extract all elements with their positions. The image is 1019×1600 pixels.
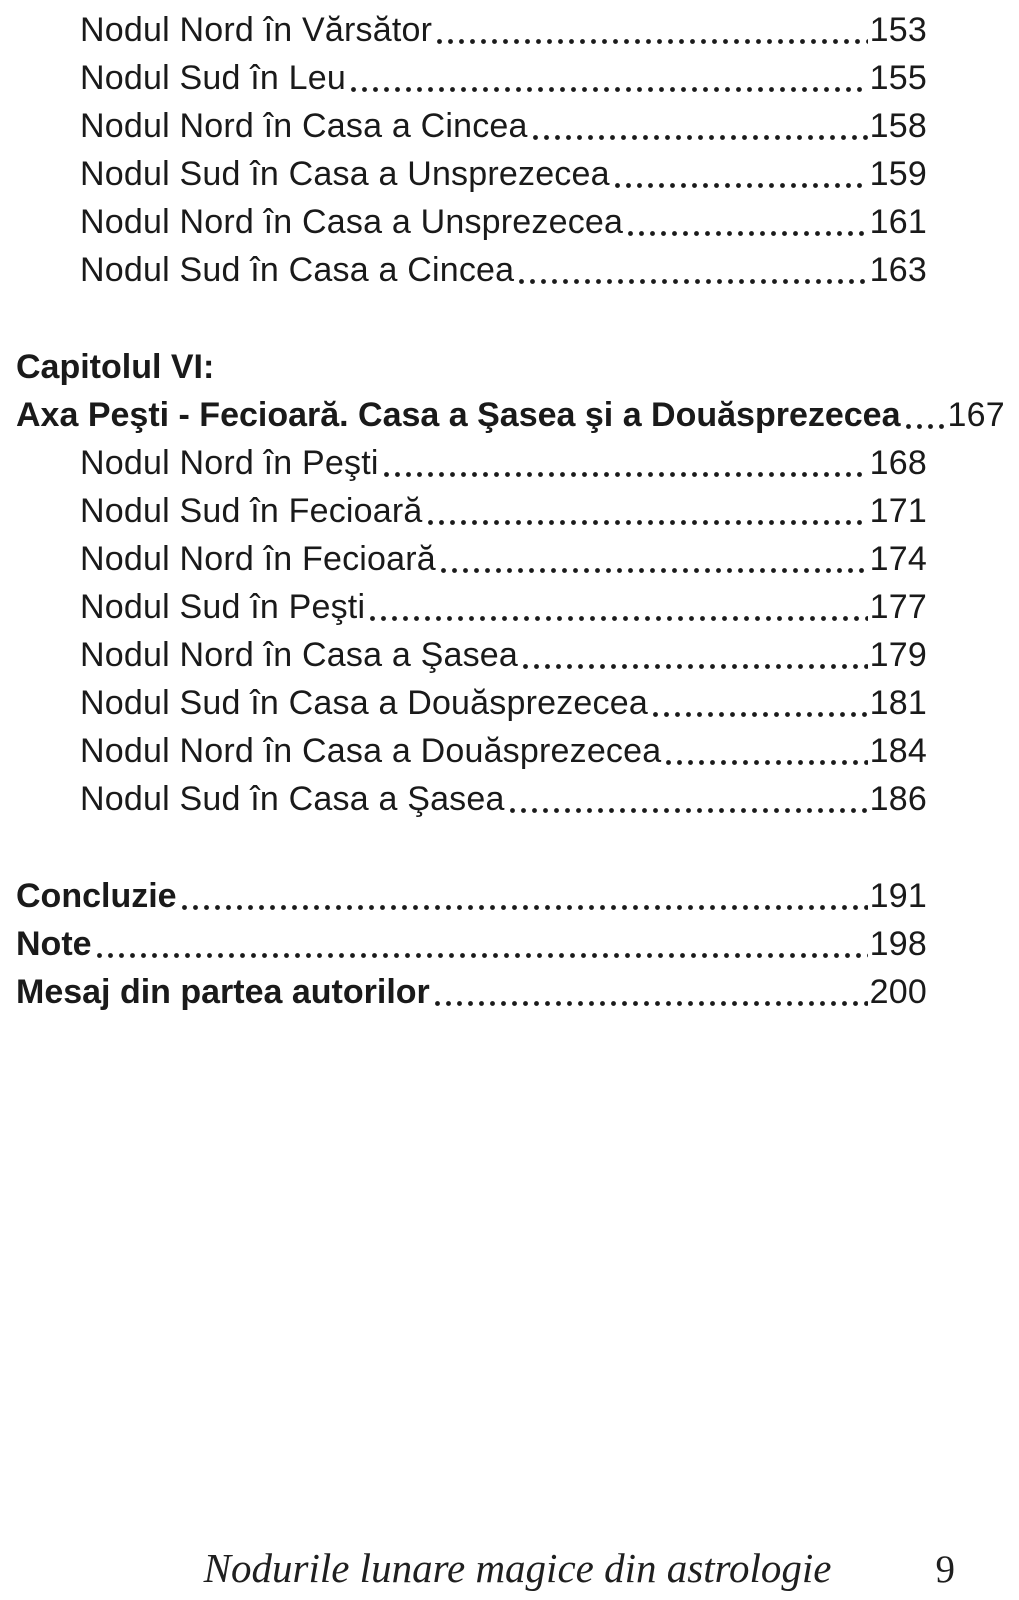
toc-entry: Nodul Nord în Casa a Cincea 158 (16, 102, 927, 150)
dot-leader (523, 664, 868, 669)
toc-entry-page: 168 (869, 444, 927, 482)
chapter-heading-label: Axa Peşti - Fecioară. Casa a Şasea şi a … (16, 396, 901, 434)
toc-entry: Nodul Nord în Vărsător 153 (16, 6, 927, 54)
toc-entry: Nodul Nord în Peşti 168 (16, 439, 927, 487)
toc-entry: Nodul Nord în Casa a Unsprezecea 161 (16, 198, 927, 246)
toc-entry-page: 186 (869, 780, 927, 818)
toc-entry-label: Nodul Sud în Casa a Douăsprezecea (80, 684, 648, 722)
dot-leader (509, 808, 868, 813)
dot-leader (905, 424, 946, 429)
chapter-heading: Axa Peşti - Fecioară. Casa a Şasea şi a … (16, 391, 1005, 439)
toc-entry-page: 191 (869, 877, 927, 915)
toc-entry-page: 200 (869, 973, 927, 1011)
chapter-heading: Concluzie 191 (16, 872, 927, 920)
toc-entry-label: Nodul Nord în Peşti (80, 444, 379, 482)
toc-entry-label: Nodul Sud în Casa a Cincea (80, 251, 515, 289)
toc-entry-page: 174 (869, 540, 927, 578)
toc-entry: Nodul Nord în Fecioară 174 (16, 535, 927, 583)
toc-entry-label: Nodul Nord în Casa a Douăsprezecea (80, 732, 662, 770)
toc-entry-label: Nodul Sud în Casa a Unsprezecea (80, 155, 610, 193)
dot-leader (614, 183, 868, 188)
chapter-heading-label: Capitolul VI: (16, 348, 215, 386)
toc-entry-page: 198 (869, 925, 927, 963)
dot-leader (383, 472, 868, 477)
toc-entry-page: 153 (869, 11, 927, 49)
toc-entry-label: Nodul Sud în Leu (80, 59, 346, 97)
toc-entry-page: 184 (869, 732, 927, 770)
toc-entry-label: Nodul Nord în Casa a Şasea (80, 636, 519, 674)
toc-entry-page: 171 (869, 492, 927, 530)
toc-entry-label: Nodul Sud în Peşti (80, 588, 366, 626)
toc-entry: Nodul Sud în Fecioară 171 (16, 487, 927, 535)
dot-leader (628, 231, 868, 236)
chapter-heading: Mesaj din partea autorilor 200 (16, 968, 927, 1016)
toc-entry-page: 181 (869, 684, 927, 722)
toc-entry: Nodul Sud în Casa a Douăsprezecea 181 (16, 679, 927, 727)
toc-entry-label: Nodul Nord în Vărsător (80, 11, 433, 49)
dot-leader (350, 87, 868, 92)
toc-entry-page: 159 (869, 155, 927, 193)
toc-entry-label: Nodul Nord în Casa a Cincea (80, 107, 528, 145)
toc-entry-page: 158 (869, 107, 927, 145)
toc-entry-page: 179 (869, 636, 927, 674)
toc-entry: Nodul Nord în Casa a Şasea 179 (16, 631, 927, 679)
toc-entry: Nodul Sud în Peşti 177 (16, 583, 927, 631)
toc-entry-label: Nodul Sud în Fecioară (80, 492, 423, 530)
toc-entry: Nodul Sud în Casa a Cincea 163 (16, 246, 927, 294)
chapter-heading: Note 198 (16, 920, 927, 968)
page-number: 9 (935, 1548, 956, 1592)
toc-entry: Nodul Sud în Casa a Şasea 186 (16, 775, 927, 823)
toc-entry-page: 163 (869, 251, 927, 289)
dot-leader (427, 520, 868, 525)
toc-entry-label: Nodul Nord în Casa a Unsprezecea (80, 203, 624, 241)
dot-leader (434, 1001, 868, 1006)
toc-entry: Nodul Sud în Casa a Unsprezecea 159 (16, 150, 927, 198)
toc-entry-page: 167 (947, 396, 1005, 434)
dot-leader (532, 135, 868, 140)
toc-entry-label: Nodul Sud în Casa a Şasea (80, 780, 505, 818)
chapter-heading-label: Mesaj din partea autorilor (16, 973, 430, 1011)
book-title: Nodurile lunare magice din astrologie (203, 1545, 832, 1592)
dot-leader (437, 39, 868, 44)
dot-leader (519, 279, 868, 284)
toc-entry: Nodul Nord în Casa a Douăsprezecea 184 (16, 727, 927, 775)
table-of-contents: Nodul Nord în Vărsător 153 Nodul Sud în … (16, 6, 1005, 1016)
toc-entry: Nodul Sud în Leu 155 (16, 54, 927, 102)
dot-leader (370, 616, 868, 621)
chapter-heading-label: Note (16, 925, 92, 963)
chapter-heading-label: Concluzie (16, 877, 177, 915)
dot-leader (96, 953, 868, 958)
running-footer: Nodurile lunare magice din astrologie 9 (0, 1546, 955, 1592)
toc-entry-page: 161 (869, 203, 927, 241)
toc-entry-label: Nodul Nord în Fecioară (80, 540, 436, 578)
dot-leader (181, 905, 868, 910)
dot-leader (652, 712, 868, 717)
toc-entry-page: 177 (869, 588, 927, 626)
toc-entry-page: 155 (869, 59, 927, 97)
chapter-heading: Capitolul VI: (16, 343, 927, 391)
dot-leader (666, 760, 868, 765)
dot-leader (440, 568, 868, 573)
